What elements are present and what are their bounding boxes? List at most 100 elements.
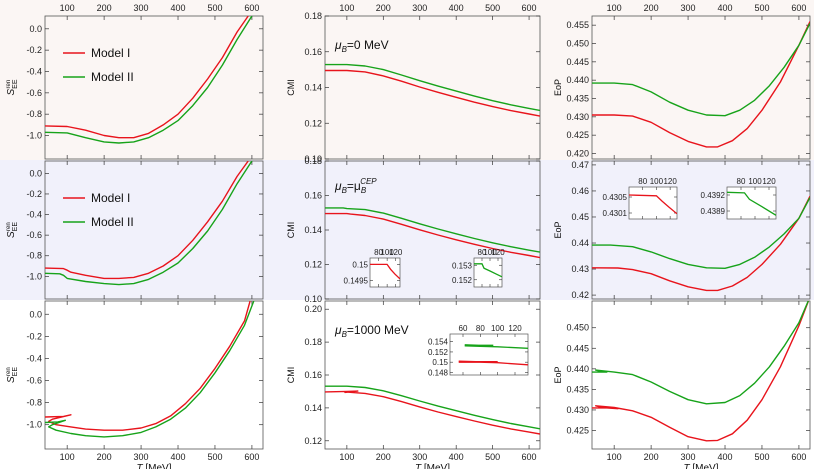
y-tick-label: -0.8 [26,109,42,119]
inset-eop-cep-inset-2: 80 100 120 0.4389 0.4392 [701,177,777,220]
panel-cmi-mu1000: 0.12 0.14 0.16 0.18 0.20 100 200 300 400 500 600 T … [286,300,541,469]
inset-frame [628,186,678,220]
x-tick-label: 200 [376,452,391,462]
x-tick-label-top: 400 [718,3,733,13]
mu-subscript: B [342,330,348,339]
series-line-model-ii [325,385,540,430]
panel-see-mu1000: -1.0 -0.8 -0.6 -0.4 -0.2 0.0 100 200 300 400 500 60… [6,300,264,469]
x-tick-label-top: 600 [791,3,806,13]
y-tick-label: 0.14 [304,225,322,235]
inset-x-tick-label: 120 [508,324,522,333]
x-tick-label-top: 600 [522,3,537,13]
y-axis-label: SEEren [6,367,19,383]
mu-subscript: B [361,186,367,195]
x-tick-label: 100 [60,452,75,462]
y-tick-label: -0.6 [26,88,42,98]
panel-eop-mu0: 0.420 0.425 0.430 0.435 0.440 0.445 0.450 0.455… [553,3,811,160]
series-line-model-i [592,301,810,442]
inset-y-tick-label: 0.152 [452,276,473,285]
x-tick-label-top: 300 [681,3,696,13]
y-tick-label: 0.445 [566,343,589,353]
y-tick-label: 0.430 [566,405,589,415]
y-tick-label: -0.4 [26,66,42,76]
y-tick-label: 0.16 [304,370,322,380]
y-tick-label: 0.18 [304,337,322,347]
y-tick-label: 0.435 [566,384,589,394]
inset-series-line [370,263,400,280]
x-tick-label: 600 [244,452,259,462]
x-tick-label: 300 [681,452,696,462]
inset-x-tick-label: 120 [491,248,505,257]
inset-y-tick-label: 0.154 [428,338,449,347]
inset-y-tick-label: 0.4301 [603,209,628,218]
x-tick-label: 500 [485,452,500,462]
y-axis-label: CMI [286,222,296,239]
x-tick-label: 200 [644,452,659,462]
inset-x-tick-label: 80 [478,248,487,257]
panel-frame [44,15,264,160]
inset-x-tick-label: 120 [389,248,403,257]
y-tick-label: -0.4 [26,210,42,220]
y-tick-label: 0.20 [304,304,322,314]
y-axis-label: CMI [286,367,296,384]
y-tick-label: 0.455 [566,20,589,30]
y-tick-label: 0.47 [571,160,589,170]
mu-value: =1000 MeV [347,323,409,337]
y-axis-label-main: S [6,231,17,238]
y-tick-label: 0.14 [304,83,322,93]
inset-y-tick-label: 0.148 [428,368,449,377]
inset-x-tick-label: 120 [663,177,677,186]
y-tick-label: -0.6 [26,230,42,240]
x-tick-label-top: 100 [60,3,75,13]
inset-y-tick-label: 0.15 [352,260,368,269]
row-background [0,0,814,160]
panel-frame [591,300,811,450]
series-line-model-ii [592,22,810,117]
x-tick-label: 400 [171,452,186,462]
inset-frame [449,333,529,376]
inset-x-tick-label: 80 [737,177,746,186]
legend-label: Model II [91,215,134,229]
y-tick-label: 0.16 [304,47,322,57]
y-axis-label-sup: ren [6,367,12,376]
mu-annotation: μB=0 MeV [334,38,389,54]
x-tick-label: 500 [754,452,769,462]
x-tick-label-top: 300 [412,3,427,13]
inset-series-line [464,345,528,349]
y-tick-label: 0.450 [566,39,589,49]
y-tick-label: 0.18 [304,11,322,21]
x-tick-label-top: 400 [171,3,186,13]
y-tick-label: 0.18 [304,156,322,166]
y-tick-label: 0.430 [566,112,589,122]
series-line-model-i [45,161,249,280]
y-tick-label: 0.12 [304,436,322,446]
y-axis-label-sub: EE [12,222,19,232]
y-tick-label: 0.42 [571,290,589,300]
y-axis-label-main: S [6,376,17,383]
mu-subscript: B [342,186,348,195]
inset-x-tick-label: 120 [762,177,776,186]
x-tick-label: 600 [522,452,537,462]
y-axis-label-main: S [6,89,17,96]
inset-series-line [474,263,502,278]
x-axis-label: T [MeV] [415,463,450,469]
mu-value: =0 MeV [347,38,389,52]
y-tick-label: -0.2 [26,189,42,199]
inset-y-tick-label: 0.4389 [701,207,726,216]
x-axis-label-unit: [MeV] [421,463,450,469]
x-axis-label-symbol: T [683,463,690,469]
y-axis-label-sub: EE [12,367,19,377]
y-tick-label: 0.10 [304,294,322,304]
inset-y-tick-label: 0.1495 [344,277,369,286]
series-line-model-i [325,390,540,435]
x-tick-label-top: 100 [607,3,622,13]
y-tick-label: -0.6 [26,376,42,386]
inset-x-tick-label: 100 [650,177,664,186]
x-tick-label-top: 100 [339,3,354,13]
y-tick-label: 0.440 [566,75,589,85]
panel-frame [44,300,264,450]
y-axis-label-sub: EE [12,79,19,89]
